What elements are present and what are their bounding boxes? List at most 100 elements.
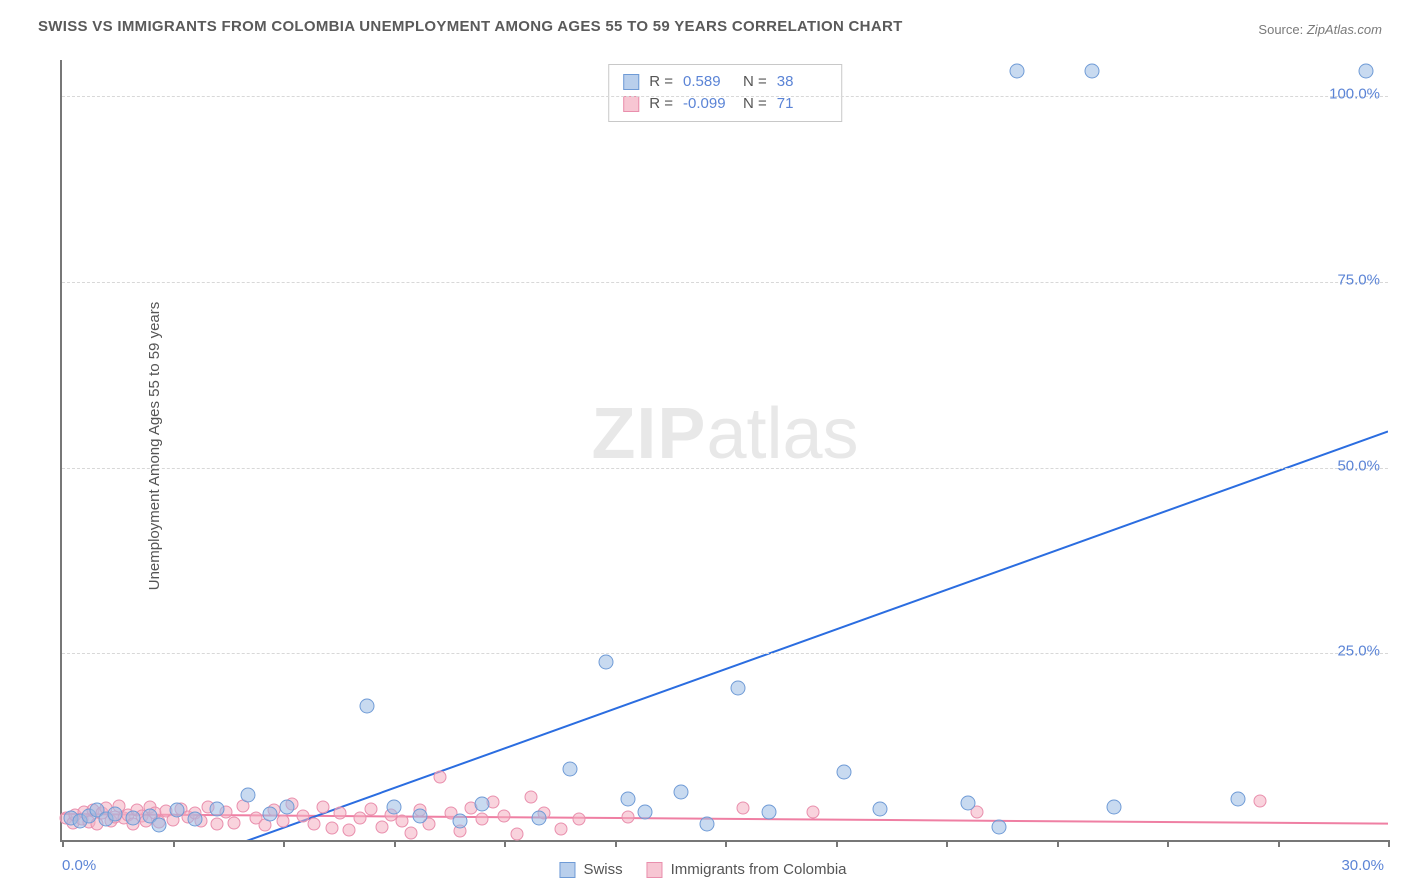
scatter-point-pink xyxy=(325,822,338,835)
scatter-point-blue xyxy=(992,819,1007,834)
scatter-point-pink xyxy=(396,815,409,828)
source-attribution: Source: ZipAtlas.com xyxy=(1258,22,1382,37)
scatter-point-blue xyxy=(1230,792,1245,807)
scatter-point-pink xyxy=(210,817,223,830)
legend-swatch-blue xyxy=(559,862,575,878)
scatter-point-blue xyxy=(673,784,688,799)
scatter-point-pink xyxy=(524,790,537,803)
scatter-point-blue xyxy=(837,764,852,779)
scatter-point-blue xyxy=(961,795,976,810)
legend-swatch-blue xyxy=(623,74,639,90)
scatter-point-pink xyxy=(365,802,378,815)
scatter-point-pink xyxy=(334,806,347,819)
scatter-point-pink xyxy=(228,816,241,829)
scatter-point-pink xyxy=(511,828,524,841)
x-tick xyxy=(1057,840,1059,847)
legend-label: Immigrants from Colombia xyxy=(671,861,847,878)
scatter-point-pink xyxy=(1253,795,1266,808)
scatter-point-blue xyxy=(386,799,401,814)
legend-swatch-pink xyxy=(647,862,663,878)
legend-stats-box: R =0.589N =38R =-0.099N =71 xyxy=(608,64,842,122)
scatter-point-pink xyxy=(405,827,418,840)
x-tick xyxy=(283,840,285,847)
x-tick xyxy=(1278,840,1280,847)
scatter-point-blue xyxy=(187,812,202,827)
scatter-point-pink xyxy=(475,813,488,826)
scatter-point-blue xyxy=(359,699,374,714)
scatter-point-blue xyxy=(638,804,653,819)
source-value: ZipAtlas.com xyxy=(1307,22,1382,37)
scatter-point-blue xyxy=(620,792,635,807)
scatter-point-blue xyxy=(1084,64,1099,79)
scatter-point-pink xyxy=(343,824,356,837)
x-tick xyxy=(1167,840,1169,847)
legend-swatch-pink xyxy=(623,96,639,112)
x-tick xyxy=(1388,840,1390,847)
legend-label: Swiss xyxy=(583,861,622,878)
x-tick xyxy=(62,840,64,847)
scatter-point-blue xyxy=(169,803,184,818)
scatter-point-blue xyxy=(240,788,255,803)
x-tick xyxy=(394,840,396,847)
gridline-h xyxy=(62,96,1388,97)
scatter-point-blue xyxy=(872,801,887,816)
scatter-point-pink xyxy=(573,813,586,826)
trend-lines-svg xyxy=(62,60,1388,840)
n-value: 38 xyxy=(777,71,827,93)
scatter-point-blue xyxy=(125,810,140,825)
scatter-point-blue xyxy=(731,680,746,695)
scatter-point-blue xyxy=(474,797,489,812)
chart-plot-area: ZIPatlas R =0.589N =38R =-0.099N =71 25.… xyxy=(60,60,1388,842)
scatter-point-blue xyxy=(413,809,428,824)
scatter-point-pink xyxy=(555,822,568,835)
x-tick xyxy=(504,840,506,847)
scatter-point-blue xyxy=(532,810,547,825)
watermark-rest: atlas xyxy=(706,394,858,474)
x-tick xyxy=(173,840,175,847)
watermark: ZIPatlas xyxy=(591,393,858,475)
gridline-h xyxy=(62,468,1388,469)
y-tick-label: 50.0% xyxy=(1337,457,1380,474)
x-tick xyxy=(725,840,727,847)
legend-item-pink: Immigrants from Colombia xyxy=(647,861,847,878)
scatter-point-pink xyxy=(307,817,320,830)
source-label: Source: xyxy=(1258,22,1303,37)
scatter-point-blue xyxy=(1009,64,1024,79)
watermark-bold: ZIP xyxy=(591,394,706,474)
r-value: 0.589 xyxy=(683,71,733,93)
x-tick xyxy=(836,840,838,847)
n-label: N = xyxy=(743,71,767,93)
scatter-point-pink xyxy=(316,801,329,814)
scatter-point-pink xyxy=(807,805,820,818)
legend-item-blue: Swiss xyxy=(559,861,622,878)
scatter-point-pink xyxy=(498,810,511,823)
x-axis-min-label: 0.0% xyxy=(62,857,96,874)
scatter-point-blue xyxy=(598,654,613,669)
x-tick xyxy=(946,840,948,847)
x-tick xyxy=(615,840,617,847)
scatter-point-blue xyxy=(108,807,123,822)
scatter-point-pink xyxy=(433,770,446,783)
scatter-point-blue xyxy=(262,807,277,822)
scatter-point-pink xyxy=(277,814,290,827)
chart-title: SWISS VS IMMIGRANTS FROM COLOMBIA UNEMPL… xyxy=(38,18,903,35)
scatter-point-blue xyxy=(1358,64,1373,79)
legend-stats-row: R = 0.589 N = 38 xyxy=(623,71,827,93)
scatter-point-blue xyxy=(209,801,224,816)
x-axis-max-label: 30.0% xyxy=(1341,857,1384,874)
scatter-point-pink xyxy=(621,810,634,823)
gridline-h xyxy=(62,653,1388,654)
scatter-point-blue xyxy=(563,762,578,777)
scatter-point-blue xyxy=(152,818,167,833)
scatter-point-blue xyxy=(1106,799,1121,814)
scatter-point-pink xyxy=(736,802,749,815)
y-tick-label: 75.0% xyxy=(1337,271,1380,288)
scatter-point-blue xyxy=(452,814,467,829)
scatter-point-blue xyxy=(700,816,715,831)
legend-bottom: Swiss Immigrants from Colombia xyxy=(559,861,846,878)
y-tick-label: 100.0% xyxy=(1329,86,1380,103)
gridline-h xyxy=(62,282,1388,283)
r-label: R = xyxy=(649,71,673,93)
scatter-point-blue xyxy=(280,799,295,814)
y-tick-label: 25.0% xyxy=(1337,643,1380,660)
